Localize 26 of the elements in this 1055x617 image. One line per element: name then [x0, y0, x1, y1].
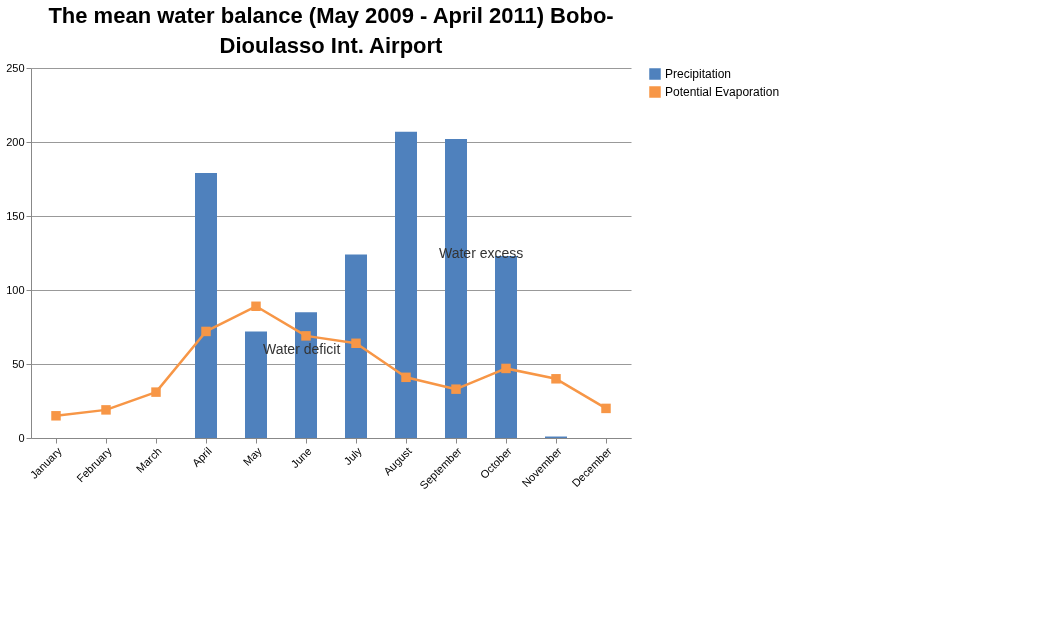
bar	[395, 131, 417, 438]
point	[251, 301, 261, 312]
point	[51, 411, 61, 421]
point	[501, 363, 511, 374]
point	[151, 387, 161, 397]
legend-label: Precipitation	[665, 67, 732, 81]
bar	[195, 173, 217, 438]
y-tick-label: 100	[6, 283, 25, 296]
bar	[345, 254, 367, 438]
point	[551, 374, 561, 384]
point	[201, 326, 211, 337]
point	[101, 405, 111, 415]
point	[301, 331, 311, 341]
point	[451, 384, 461, 394]
x-tick-label: May	[240, 444, 265, 468]
point	[601, 403, 611, 414]
x-tick-label: July	[341, 444, 365, 468]
y-tick-label: 50	[12, 357, 25, 370]
legend-label: Potential Evaporation	[665, 85, 780, 99]
point	[351, 338, 361, 349]
y-tick-label: 0	[18, 431, 25, 444]
point	[401, 372, 411, 383]
chart-title: The mean water balance (May 2009 - April 2011) Bobo-Dioulasso Int. Airport	[48, 3, 614, 58]
y-tick-label: 150	[6, 209, 25, 222]
y-tick-label: 250	[6, 61, 25, 74]
y-tick-label: 200	[6, 135, 25, 148]
